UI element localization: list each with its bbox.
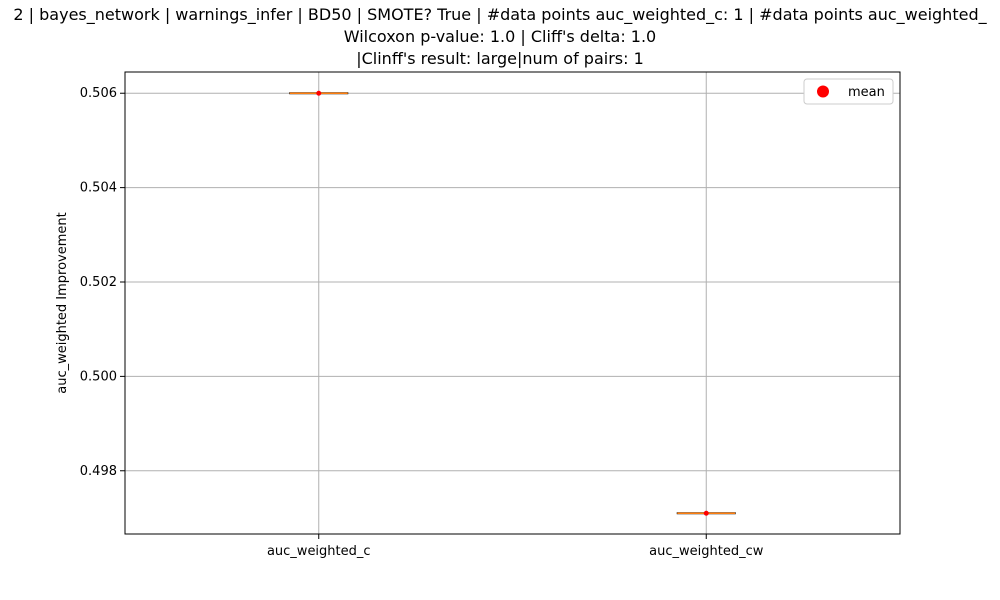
mean-marker-auc_weighted_c xyxy=(316,90,322,96)
y-axis-ticks: 0.498 0.500 0.502 0.504 0.506 xyxy=(80,86,125,479)
y-tick-label: 0.504 xyxy=(80,181,117,196)
x-axis-ticks: auc_weighted_c auc_weighted_cw xyxy=(267,534,764,559)
x-tick-label: auc_weighted_cw xyxy=(649,544,764,559)
legend: mean xyxy=(803,78,894,105)
legend-mean-label: mean xyxy=(848,85,885,100)
chart-title-line-3: |Clinff's result: large|num of pairs: 1 xyxy=(356,49,644,68)
box-plot-series xyxy=(289,90,736,516)
y-tick-label: 0.502 xyxy=(80,275,117,290)
legend-mean-marker xyxy=(817,85,829,98)
grid-lines xyxy=(125,72,900,534)
y-tick-label: 0.498 xyxy=(80,464,117,479)
mean-marker-auc_weighted_cw xyxy=(703,510,709,516)
chart-title-line-1: 2 | bayes_network | warnings_infer | BD5… xyxy=(13,5,987,24)
x-tick-label: auc_weighted_c xyxy=(267,544,371,559)
y-tick-label: 0.500 xyxy=(80,369,117,384)
plot-area-frame xyxy=(124,71,901,535)
chart-title-line-2: Wilcoxon p-value: 1.0 | Cliff's delta: 1… xyxy=(343,27,657,46)
y-axis-label: auc_weighted Improvement xyxy=(55,212,70,394)
y-tick-label: 0.506 xyxy=(80,86,117,101)
legend-box xyxy=(803,78,894,105)
